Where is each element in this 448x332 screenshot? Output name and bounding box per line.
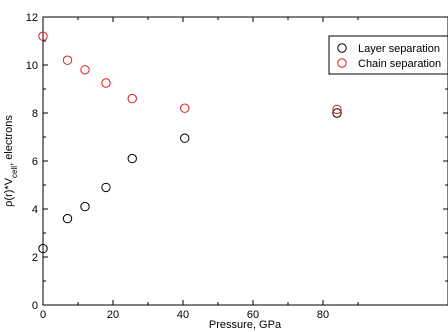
y-tick-label: 12: [26, 12, 38, 24]
data-point-layer-separation: [62, 213, 73, 224]
x-tick-label: 80: [317, 309, 329, 321]
data-point-chain-separation: [38, 31, 48, 41]
y-tick-label: 2: [32, 252, 38, 264]
legend-label-layer-separation: Layer separation: [358, 43, 440, 55]
y-tick-label: 8: [32, 108, 38, 120]
data-point-chain-separation: [62, 55, 73, 65]
data-points: [38, 31, 342, 254]
y-axis-label: ρ(r)*Vcell, electrons: [3, 115, 19, 207]
legend-box: [328, 35, 448, 75]
data-point-chain-separation: [101, 78, 111, 88]
data-point-layer-separation: [38, 243, 48, 254]
x-tick-label: 20: [107, 309, 119, 321]
x-tick-label: 0: [40, 309, 46, 321]
data-point-layer-separation: [127, 153, 137, 164]
y-tick-label: 6: [32, 156, 38, 168]
data-point-chain-separation: [332, 104, 342, 115]
x-axis: 0 20 40 60 80: [40, 17, 359, 321]
y-axis-label-unit: , electrons: [3, 115, 15, 166]
data-point-chain-separation: [127, 93, 137, 104]
data-point-layer-separation: [80, 201, 90, 212]
x-axis-label: Pressure, GPa: [209, 319, 282, 331]
y-axis: 0 2 4 6 8 10 12: [26, 12, 448, 312]
data-point-chain-separation: [80, 65, 90, 75]
data-point-layer-separation: [180, 133, 190, 143]
data-point-layer-separation: [332, 108, 342, 118]
legend: Layer separation Chain separation: [328, 35, 448, 75]
legend-marker-chain-separation: [337, 58, 347, 68]
y-tick-label: 0: [32, 300, 38, 312]
data-point-chain-separation: [180, 103, 190, 113]
x-tick-label: 60: [247, 309, 259, 321]
legend-label-chain-separation: Chain separation: [358, 58, 441, 70]
data-point-layer-separation: [101, 182, 111, 193]
y-axis-label-subscript: cell: [10, 166, 19, 178]
y-tick-label: 10: [26, 60, 38, 72]
y-tick-label: 4: [32, 204, 38, 216]
legend-marker-layer-separation: [337, 43, 347, 53]
x-tick-label: 40: [177, 309, 189, 321]
y-axis-label-main: ρ(r)*V: [3, 177, 15, 207]
